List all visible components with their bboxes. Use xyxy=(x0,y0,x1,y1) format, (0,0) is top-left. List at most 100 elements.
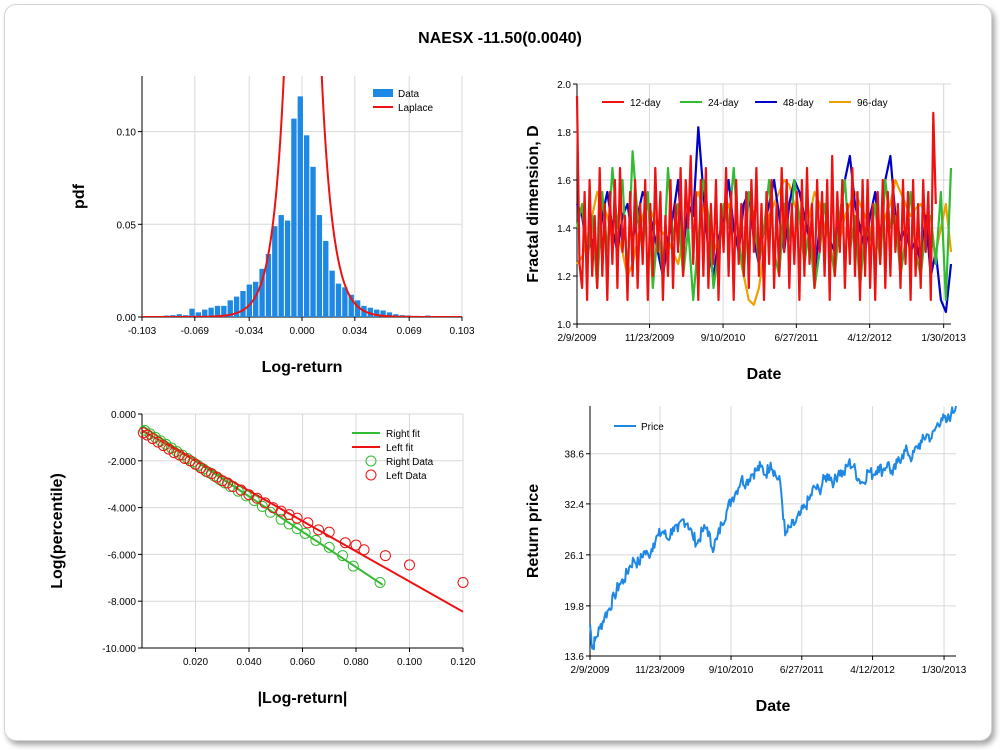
histogram-bar xyxy=(214,305,221,317)
right-data-point xyxy=(275,513,287,525)
y-tick-label: 0.10 xyxy=(117,128,137,139)
legend-label: Price xyxy=(641,422,664,433)
histogram-bar xyxy=(278,215,284,317)
histogram-bar xyxy=(265,253,272,317)
left-data-point xyxy=(339,537,351,549)
histogram-bar xyxy=(374,309,380,317)
histogram-bar xyxy=(189,308,195,317)
x-axis-title: Date xyxy=(747,366,782,383)
y-tick-label: 13.6 xyxy=(565,652,585,663)
x-tick-label: 4/12/2012 xyxy=(847,333,892,344)
price-line xyxy=(589,405,957,651)
histogram-bar xyxy=(367,307,374,317)
legend-label: Right Data xyxy=(386,457,434,468)
y-tick-label: -2.000 xyxy=(108,457,137,468)
left-data-point xyxy=(163,443,175,455)
left-data-point xyxy=(350,539,362,551)
left-data-point xyxy=(259,497,271,509)
histogram-bar xyxy=(316,215,323,317)
y-tick-label: -4.000 xyxy=(108,504,137,515)
legend-label: Left Data xyxy=(386,471,427,482)
left-data-point xyxy=(190,458,201,470)
histogram-bar xyxy=(253,281,259,317)
y-axis-title: Return price xyxy=(525,484,542,578)
legend-label: Data xyxy=(398,89,420,100)
x-tick-label: 6/27/2011 xyxy=(780,665,824,676)
left-data-point xyxy=(313,524,325,536)
histogram-bar xyxy=(272,226,278,317)
histogram-bar xyxy=(202,309,208,317)
x-tick-label: 2/9/2009 xyxy=(558,333,597,344)
left-data-point xyxy=(173,449,185,461)
x-tick-label: 2/9/2009 xyxy=(571,665,610,676)
x-tick-label: 11/23/2009 xyxy=(625,333,675,344)
y-tick-label: 0.05 xyxy=(117,220,137,231)
y-tick-label: 1.4 xyxy=(557,224,571,235)
y-tick-label: 38.6 xyxy=(565,450,585,461)
legend-label: 24-day xyxy=(708,98,739,109)
left-data-point xyxy=(206,468,218,480)
x-tick-label: 0.080 xyxy=(343,657,368,668)
left-data-point xyxy=(222,477,234,489)
legend-swatch-data xyxy=(373,89,393,97)
y-tick-label: -6.000 xyxy=(108,550,137,561)
right-data-point xyxy=(323,541,335,553)
right-data-point xyxy=(224,481,236,493)
left-data-point xyxy=(323,526,335,538)
x-tick-label: 4/12/2012 xyxy=(850,665,895,676)
right-data-point xyxy=(374,576,386,588)
figure-title: NAESX -11.50(0.0040) xyxy=(418,30,582,47)
histogram-bar xyxy=(221,305,227,317)
left-data-point xyxy=(404,559,415,571)
histogram-bar xyxy=(297,96,303,318)
left-data-point xyxy=(184,455,196,467)
figure-frame xyxy=(4,4,992,741)
left-data-point xyxy=(291,512,303,524)
histogram-bar xyxy=(240,291,246,317)
left-data-point xyxy=(157,440,169,452)
y-tick-label: 0.00 xyxy=(117,313,137,324)
histogram-bar xyxy=(233,296,240,317)
y-tick-label: 19.8 xyxy=(565,602,585,613)
right-data-point xyxy=(283,518,295,530)
histogram-bar xyxy=(291,118,297,317)
legend-label: 12-day xyxy=(630,98,661,109)
histogram-bar xyxy=(386,312,393,317)
histogram-bar xyxy=(227,300,233,317)
left-data-point xyxy=(235,484,247,496)
y-tick-label: 32.4 xyxy=(565,500,585,511)
y-tick-label: 1.0 xyxy=(557,320,571,331)
right-data-point xyxy=(291,523,303,535)
x-tick-label: 0.069 xyxy=(397,326,422,337)
histogram-bar xyxy=(348,294,354,317)
legend-label: Right fit xyxy=(386,429,420,440)
histogram-bar xyxy=(208,307,214,317)
left-data-point xyxy=(147,433,159,445)
x-tick-label: 1/30/2013 xyxy=(921,333,966,344)
x-tick-label: 9/10/2010 xyxy=(709,665,754,676)
histogram-bar xyxy=(259,268,265,317)
series-line-12-day xyxy=(575,95,937,302)
y-tick-label: 0.000 xyxy=(111,410,136,421)
left-data-point xyxy=(216,475,228,487)
histogram-bar xyxy=(342,287,348,317)
left-data-point xyxy=(168,447,180,459)
x-tick-label: -0.103 xyxy=(128,326,157,337)
histogram-bar xyxy=(310,166,316,317)
x-tick-label: 0.120 xyxy=(450,657,475,668)
x-tick-label: 0.103 xyxy=(449,326,474,337)
right-data-point xyxy=(256,500,268,512)
histogram-bar xyxy=(176,314,182,317)
y-tick-label: 1.2 xyxy=(557,272,571,283)
x-axis-title: Date xyxy=(756,698,791,715)
legend-label: 96-day xyxy=(857,98,888,109)
x-tick-label: 11/23/2009 xyxy=(635,665,685,676)
left-data-point xyxy=(179,452,191,464)
left-data-point xyxy=(195,462,207,474)
y-tick-label: 1.6 xyxy=(557,176,571,187)
legend-label: Laplace xyxy=(398,103,433,114)
histogram-bar xyxy=(329,270,335,317)
left-data-point xyxy=(152,436,164,448)
x-tick-label: 0.040 xyxy=(236,657,261,668)
